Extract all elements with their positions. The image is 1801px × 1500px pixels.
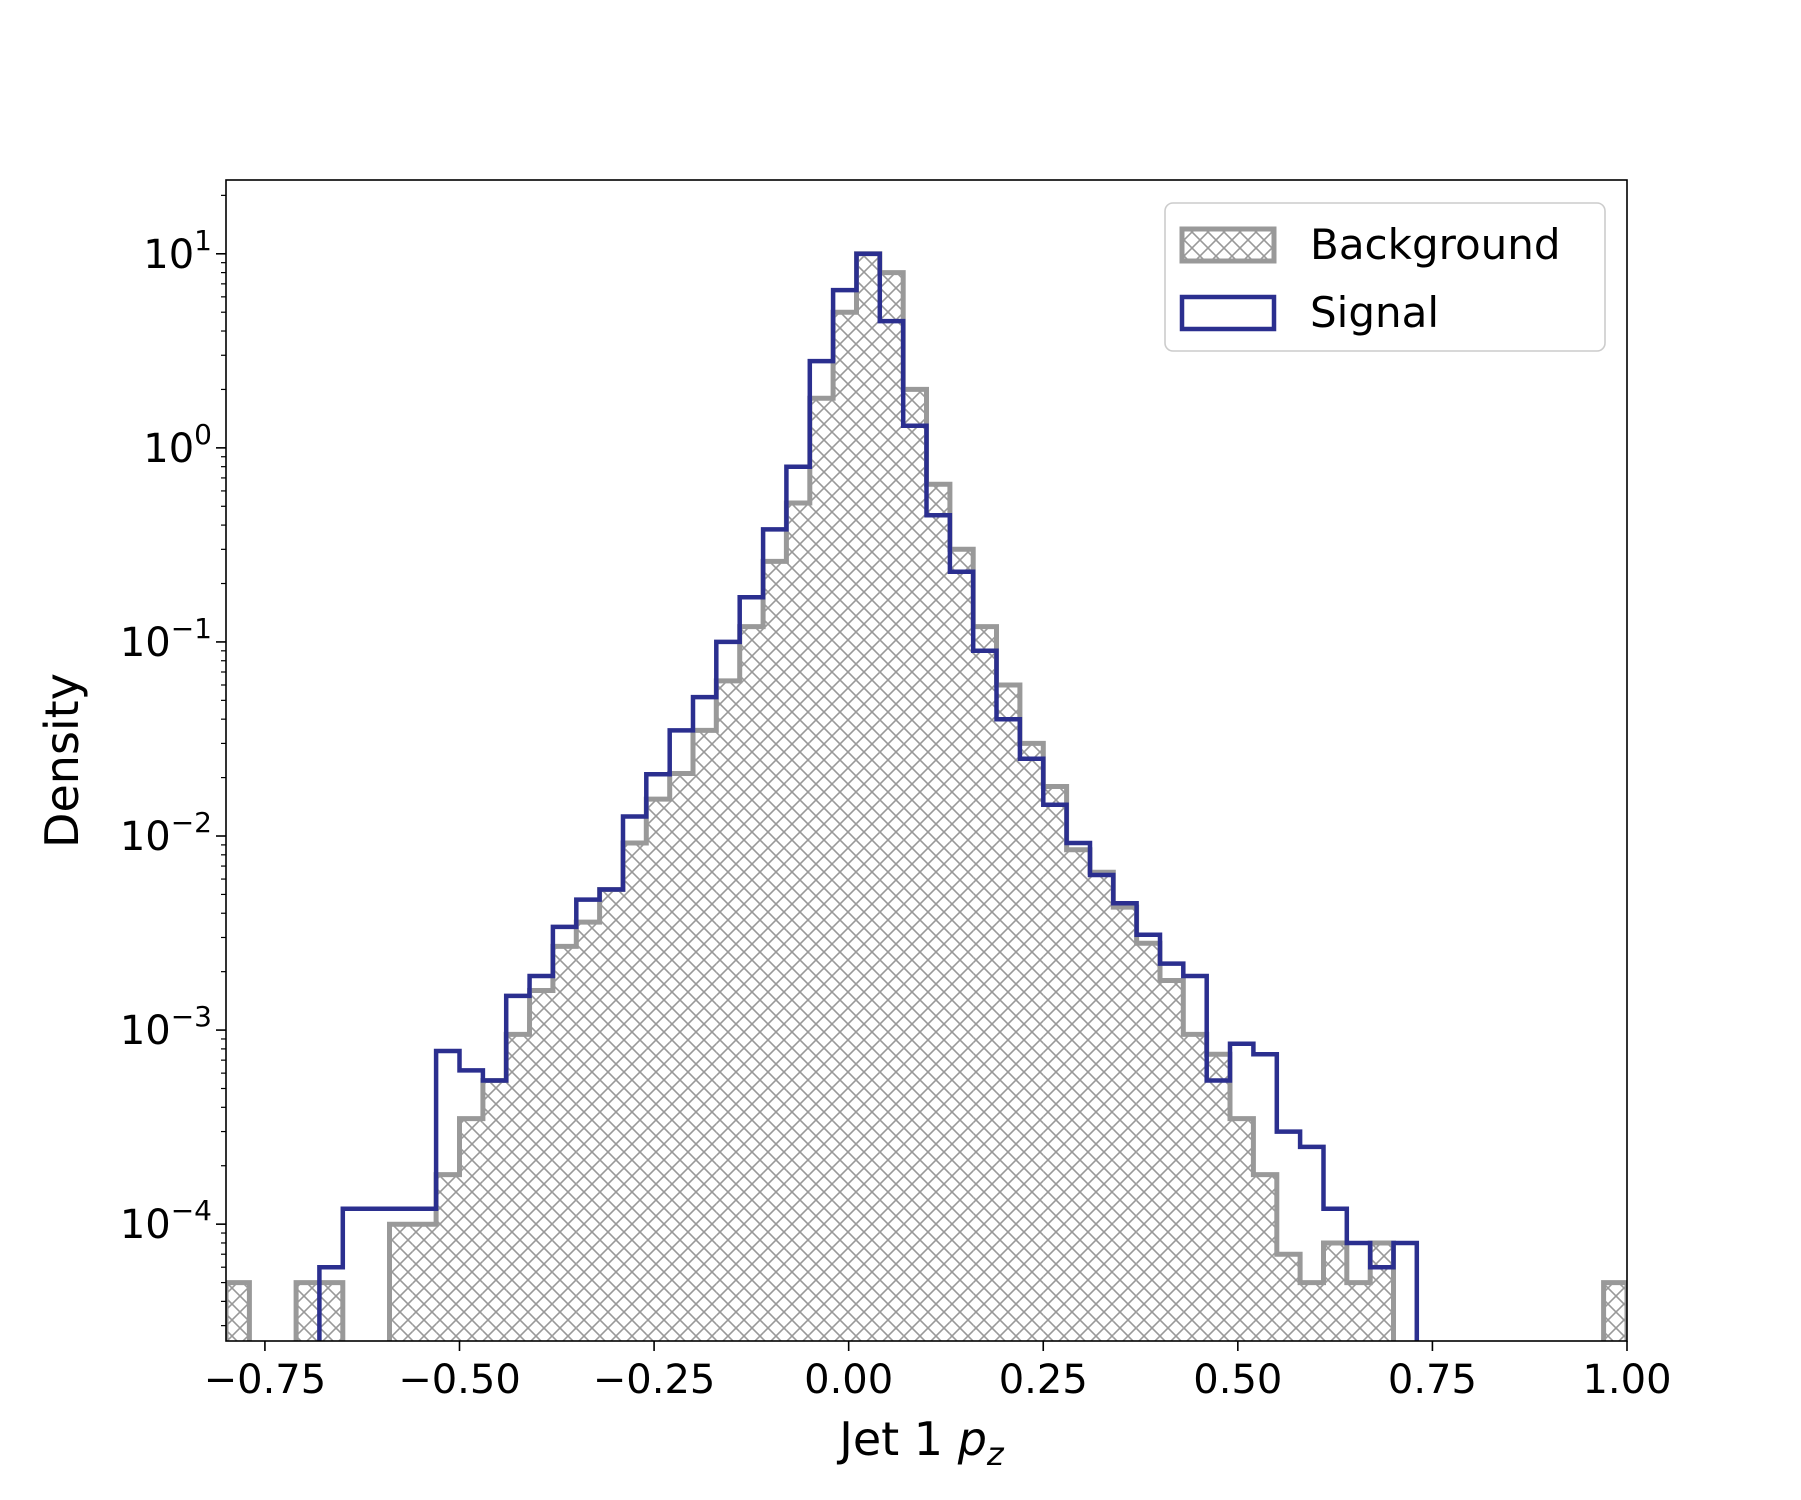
background-bar	[1183, 1034, 1207, 1341]
background-bar	[459, 1118, 483, 1341]
background-bar	[1370, 1242, 1394, 1341]
legend-swatch-signal	[1179, 294, 1277, 332]
background-bar	[1206, 1054, 1231, 1341]
x-axis-label: Jet 1 pz	[836, 1412, 1005, 1473]
x-tick-label: 0.00	[804, 1357, 893, 1403]
x-tick-label: 0.25	[999, 1357, 1088, 1403]
legend: Background Signal	[1164, 202, 1606, 352]
background-bar	[1043, 786, 1067, 1341]
y-tick-label: 10−2	[120, 806, 212, 860]
background-bar	[786, 502, 810, 1341]
y-axis-label: Density	[35, 673, 89, 848]
background-bar	[1019, 743, 1044, 1341]
background-bar	[833, 312, 857, 1341]
legend-label-background: Background	[1310, 220, 1561, 269]
y-tick-label: 101	[143, 224, 212, 278]
background-bar	[1160, 980, 1184, 1341]
background-bar	[809, 398, 834, 1341]
background-bar	[1230, 1118, 1254, 1341]
background-bar	[996, 684, 1020, 1341]
axes: −0.75 −0.50 −0.25 0.00 0.25 0.50 0.75 1.00 101 10…	[35, 179, 1672, 1473]
background-bar	[412, 1224, 437, 1341]
legend-item-signal: Signal	[1179, 288, 1439, 337]
background-bar	[856, 253, 880, 1341]
background-bar	[1276, 1254, 1301, 1341]
background-bar	[576, 922, 600, 1341]
background-bar	[1323, 1242, 1347, 1341]
y-tick-label: 10−4	[120, 1194, 212, 1248]
background-bar	[389, 1224, 413, 1341]
background-bar	[506, 1034, 530, 1341]
background-bar	[1089, 872, 1114, 1341]
signal-series	[317, 251, 1420, 1341]
background-bar	[973, 626, 997, 1341]
background-series	[226, 251, 1627, 1341]
background-bar	[739, 626, 764, 1341]
background-bar	[622, 843, 647, 1341]
background-bar	[599, 889, 623, 1341]
x-tick-label: −0.75	[204, 1357, 327, 1403]
background-bar	[646, 799, 670, 1341]
x-tick-label: 0.75	[1388, 1357, 1477, 1403]
background-bar	[1113, 907, 1137, 1341]
background-bar	[319, 1282, 343, 1341]
x-tick-label: −0.50	[398, 1357, 521, 1403]
background-bar	[763, 561, 787, 1341]
background-bar	[529, 990, 553, 1341]
y-tick-label: 10−3	[120, 1000, 212, 1054]
plot-area	[226, 251, 1627, 1341]
background-bar	[1066, 849, 1090, 1341]
background-bar	[552, 946, 577, 1341]
background-bar	[693, 730, 717, 1341]
background-bar	[436, 1174, 460, 1341]
background-bar	[1253, 1174, 1277, 1341]
background-bar	[482, 1080, 507, 1341]
background-bar	[926, 484, 950, 1341]
x-tick-label: 1.00	[1582, 1357, 1671, 1403]
background-bar	[716, 680, 740, 1341]
background-bar	[1136, 943, 1160, 1341]
background-bar	[1346, 1282, 1371, 1341]
legend-swatch-background	[1179, 226, 1277, 264]
background-bar	[669, 773, 693, 1341]
y-tick-label: 10−1	[120, 612, 212, 666]
background-bar	[949, 549, 974, 1341]
background-bar	[1603, 1282, 1627, 1341]
x-tick-label: −0.25	[593, 1357, 716, 1403]
x-tick-label: 0.50	[1193, 1357, 1282, 1403]
legend-label-signal: Signal	[1310, 288, 1439, 337]
signal-step-line	[317, 251, 1420, 1341]
y-tick-label: 100	[143, 418, 212, 472]
legend-item-background: Background	[1179, 220, 1561, 269]
background-bar	[296, 1282, 320, 1341]
background-bar	[903, 389, 927, 1341]
background-bar	[879, 272, 904, 1341]
background-bar	[1300, 1282, 1324, 1341]
plot-frame	[225, 179, 1628, 1342]
background-bar	[226, 1282, 250, 1341]
